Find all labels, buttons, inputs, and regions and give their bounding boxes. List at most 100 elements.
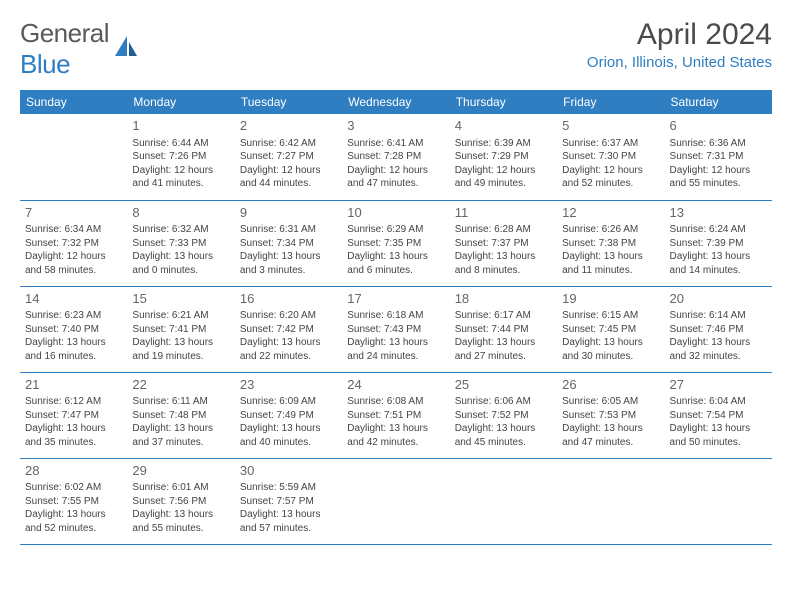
daylight-line: Daylight: 13 hours and 42 minutes. — [347, 422, 444, 449]
calendar-week-row: 28Sunrise: 6:02 AMSunset: 7:55 PMDayligh… — [20, 458, 772, 544]
weekday-header-row: SundayMondayTuesdayWednesdayThursdayFrid… — [20, 90, 772, 114]
sunrise-line: Sunrise: 6:37 AM — [562, 137, 659, 151]
sunrise-line: Sunrise: 6:12 AM — [25, 395, 122, 409]
calendar-day-cell: 23Sunrise: 6:09 AMSunset: 7:49 PMDayligh… — [235, 372, 342, 458]
logo-text-b: Blue — [20, 49, 70, 79]
sunset-line: Sunset: 7:26 PM — [132, 150, 229, 164]
calendar-day-cell: 6Sunrise: 6:36 AMSunset: 7:31 PMDaylight… — [665, 114, 772, 200]
calendar-day-cell: 7Sunrise: 6:34 AMSunset: 7:32 PMDaylight… — [20, 200, 127, 286]
day-number: 7 — [25, 204, 122, 222]
daylight-line: Daylight: 13 hours and 3 minutes. — [240, 250, 337, 277]
sunset-line: Sunset: 7:44 PM — [455, 323, 552, 337]
day-number: 6 — [670, 117, 767, 135]
calendar-body: 1Sunrise: 6:44 AMSunset: 7:26 PMDaylight… — [20, 114, 772, 544]
sunrise-line: Sunrise: 6:04 AM — [670, 395, 767, 409]
calendar-day-cell: 2Sunrise: 6:42 AMSunset: 7:27 PMDaylight… — [235, 114, 342, 200]
calendar-day-cell: 4Sunrise: 6:39 AMSunset: 7:29 PMDaylight… — [450, 114, 557, 200]
day-number: 16 — [240, 290, 337, 308]
sunrise-line: Sunrise: 6:08 AM — [347, 395, 444, 409]
daylight-line: Daylight: 13 hours and 52 minutes. — [25, 508, 122, 535]
sunrise-line: Sunrise: 6:18 AM — [347, 309, 444, 323]
day-number: 24 — [347, 376, 444, 394]
sunset-line: Sunset: 7:32 PM — [25, 237, 122, 251]
sunrise-line: Sunrise: 6:42 AM — [240, 137, 337, 151]
calendar-day-cell: 9Sunrise: 6:31 AMSunset: 7:34 PMDaylight… — [235, 200, 342, 286]
day-number: 18 — [455, 290, 552, 308]
calendar-day-cell: 11Sunrise: 6:28 AMSunset: 7:37 PMDayligh… — [450, 200, 557, 286]
logo-sail-icon — [113, 34, 139, 65]
logo-text-a: General — [20, 18, 109, 48]
day-number: 21 — [25, 376, 122, 394]
daylight-line: Daylight: 13 hours and 14 minutes. — [670, 250, 767, 277]
daylight-line: Daylight: 12 hours and 58 minutes. — [25, 250, 122, 277]
sunrise-line: Sunrise: 6:14 AM — [670, 309, 767, 323]
daylight-line: Daylight: 13 hours and 35 minutes. — [25, 422, 122, 449]
logo: General Blue — [20, 18, 139, 80]
daylight-line: Daylight: 13 hours and 55 minutes. — [132, 508, 229, 535]
daylight-line: Daylight: 13 hours and 16 minutes. — [25, 336, 122, 363]
calendar-day-cell: 25Sunrise: 6:06 AMSunset: 7:52 PMDayligh… — [450, 372, 557, 458]
daylight-line: Daylight: 13 hours and 50 minutes. — [670, 422, 767, 449]
sunrise-line: Sunrise: 6:32 AM — [132, 223, 229, 237]
day-number: 13 — [670, 204, 767, 222]
sunrise-line: Sunrise: 6:01 AM — [132, 481, 229, 495]
sunset-line: Sunset: 7:33 PM — [132, 237, 229, 251]
sunset-line: Sunset: 7:55 PM — [25, 495, 122, 509]
calendar-day-cell: 14Sunrise: 6:23 AMSunset: 7:40 PMDayligh… — [20, 286, 127, 372]
weekday-header: Wednesday — [342, 90, 449, 114]
day-number: 3 — [347, 117, 444, 135]
sunset-line: Sunset: 7:30 PM — [562, 150, 659, 164]
sunset-line: Sunset: 7:46 PM — [670, 323, 767, 337]
sunrise-line: Sunrise: 6:36 AM — [670, 137, 767, 151]
calendar-day-cell: 24Sunrise: 6:08 AMSunset: 7:51 PMDayligh… — [342, 372, 449, 458]
sunset-line: Sunset: 7:42 PM — [240, 323, 337, 337]
calendar-day-cell: 20Sunrise: 6:14 AMSunset: 7:46 PMDayligh… — [665, 286, 772, 372]
calendar-day-cell: 13Sunrise: 6:24 AMSunset: 7:39 PMDayligh… — [665, 200, 772, 286]
daylight-line: Daylight: 13 hours and 6 minutes. — [347, 250, 444, 277]
calendar-day-cell: 5Sunrise: 6:37 AMSunset: 7:30 PMDaylight… — [557, 114, 664, 200]
day-number: 4 — [455, 117, 552, 135]
sunset-line: Sunset: 7:37 PM — [455, 237, 552, 251]
sunrise-line: Sunrise: 6:23 AM — [25, 309, 122, 323]
day-number: 19 — [562, 290, 659, 308]
calendar-day-cell: 1Sunrise: 6:44 AMSunset: 7:26 PMDaylight… — [127, 114, 234, 200]
header: General Blue April 2024 Orion, Illinois,… — [20, 18, 772, 80]
daylight-line: Daylight: 13 hours and 30 minutes. — [562, 336, 659, 363]
sunset-line: Sunset: 7:31 PM — [670, 150, 767, 164]
sunrise-line: Sunrise: 6:05 AM — [562, 395, 659, 409]
calendar-day-cell: 26Sunrise: 6:05 AMSunset: 7:53 PMDayligh… — [557, 372, 664, 458]
sunset-line: Sunset: 7:54 PM — [670, 409, 767, 423]
sunrise-line: Sunrise: 6:21 AM — [132, 309, 229, 323]
sunrise-line: Sunrise: 6:09 AM — [240, 395, 337, 409]
sunset-line: Sunset: 7:57 PM — [240, 495, 337, 509]
daylight-line: Daylight: 12 hours and 41 minutes. — [132, 164, 229, 191]
weekday-header: Monday — [127, 90, 234, 114]
sunrise-line: Sunrise: 6:02 AM — [25, 481, 122, 495]
day-number: 2 — [240, 117, 337, 135]
day-number: 11 — [455, 204, 552, 222]
calendar-day-cell — [665, 458, 772, 544]
daylight-line: Daylight: 13 hours and 24 minutes. — [347, 336, 444, 363]
page-title: April 2024 — [587, 18, 772, 52]
sunset-line: Sunset: 7:53 PM — [562, 409, 659, 423]
sunrise-line: Sunrise: 6:39 AM — [455, 137, 552, 151]
day-number: 1 — [132, 117, 229, 135]
calendar-day-cell — [342, 458, 449, 544]
weekday-header: Sunday — [20, 90, 127, 114]
calendar-day-cell: 12Sunrise: 6:26 AMSunset: 7:38 PMDayligh… — [557, 200, 664, 286]
day-number: 29 — [132, 462, 229, 480]
day-number: 17 — [347, 290, 444, 308]
day-number: 8 — [132, 204, 229, 222]
daylight-line: Daylight: 13 hours and 37 minutes. — [132, 422, 229, 449]
day-number: 15 — [132, 290, 229, 308]
day-number: 9 — [240, 204, 337, 222]
calendar-day-cell: 30Sunrise: 5:59 AMSunset: 7:57 PMDayligh… — [235, 458, 342, 544]
calendar-week-row: 7Sunrise: 6:34 AMSunset: 7:32 PMDaylight… — [20, 200, 772, 286]
sunset-line: Sunset: 7:35 PM — [347, 237, 444, 251]
calendar-day-cell: 17Sunrise: 6:18 AMSunset: 7:43 PMDayligh… — [342, 286, 449, 372]
sunrise-line: Sunrise: 6:06 AM — [455, 395, 552, 409]
calendar-day-cell — [450, 458, 557, 544]
calendar-day-cell: 3Sunrise: 6:41 AMSunset: 7:28 PMDaylight… — [342, 114, 449, 200]
sunset-line: Sunset: 7:41 PM — [132, 323, 229, 337]
calendar-week-row: 1Sunrise: 6:44 AMSunset: 7:26 PMDaylight… — [20, 114, 772, 200]
